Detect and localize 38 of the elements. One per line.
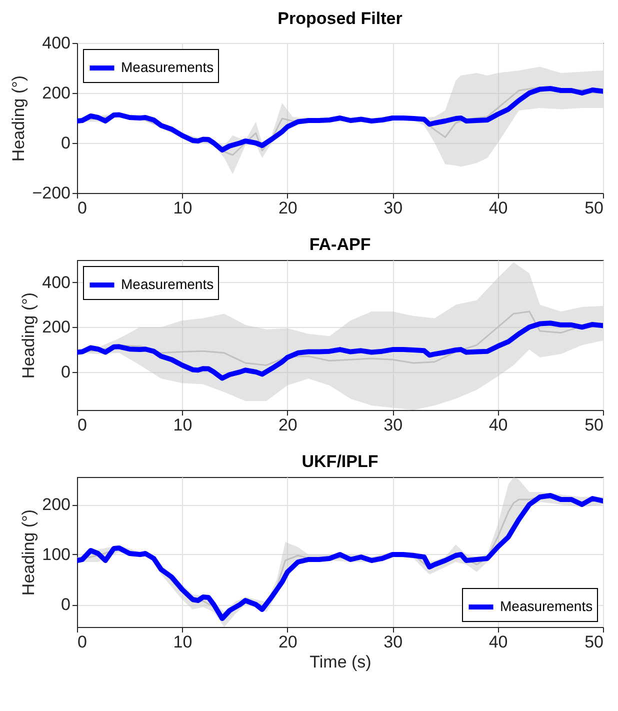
x-tick-label: 40 xyxy=(488,632,508,652)
x-tick-label: 50 xyxy=(584,198,604,218)
legend-label: Measurements xyxy=(121,59,214,75)
legend-label: Measurements xyxy=(121,276,214,292)
y-tick-label: 200 xyxy=(42,318,70,337)
y-tick-label: 400 xyxy=(42,272,70,292)
y-axis-title: Heading (°) xyxy=(9,75,28,162)
x-tick-label: 20 xyxy=(278,416,298,434)
x-tick-label: 30 xyxy=(384,416,403,434)
y-tick-label: 0 xyxy=(61,362,70,382)
x-tick-label: 40 xyxy=(488,198,508,218)
x-tick-label: 20 xyxy=(278,632,298,652)
x-tick-label: 30 xyxy=(384,632,403,652)
x-axis-title: Time (s) xyxy=(310,652,372,672)
y-tick-label: 0 xyxy=(61,595,70,614)
y-tick-label: −200 xyxy=(32,184,70,202)
y-tick-label: 0 xyxy=(61,134,70,152)
x-tick-label: 50 xyxy=(584,632,604,652)
x-tick-label: 20 xyxy=(278,198,298,218)
y-tick-label: 400 xyxy=(42,34,70,52)
x-tick-label: 30 xyxy=(384,198,403,218)
y-tick-label: 200 xyxy=(42,495,70,514)
x-tick-label: 10 xyxy=(173,416,192,434)
chart-title: Proposed Filter xyxy=(278,9,403,28)
legend-label: Measurements xyxy=(500,598,593,614)
x-tick-label: 0 xyxy=(78,632,87,652)
y-axis-title: Heading (°) xyxy=(19,292,38,379)
y-axis-title: Heading (°) xyxy=(19,509,38,596)
x-tick-label: 10 xyxy=(173,632,192,652)
y-tick-label: 100 xyxy=(42,545,70,564)
x-tick-label: 10 xyxy=(173,198,192,218)
x-tick-label: 50 xyxy=(584,416,604,434)
chart-title: UKF/IPLF xyxy=(302,452,378,471)
x-tick-label: 40 xyxy=(488,416,508,434)
x-tick-label: 0 xyxy=(78,416,87,434)
y-tick-label: 200 xyxy=(42,84,70,102)
x-tick-label: 0 xyxy=(78,198,87,218)
chart-title: FA-APF xyxy=(309,235,371,254)
